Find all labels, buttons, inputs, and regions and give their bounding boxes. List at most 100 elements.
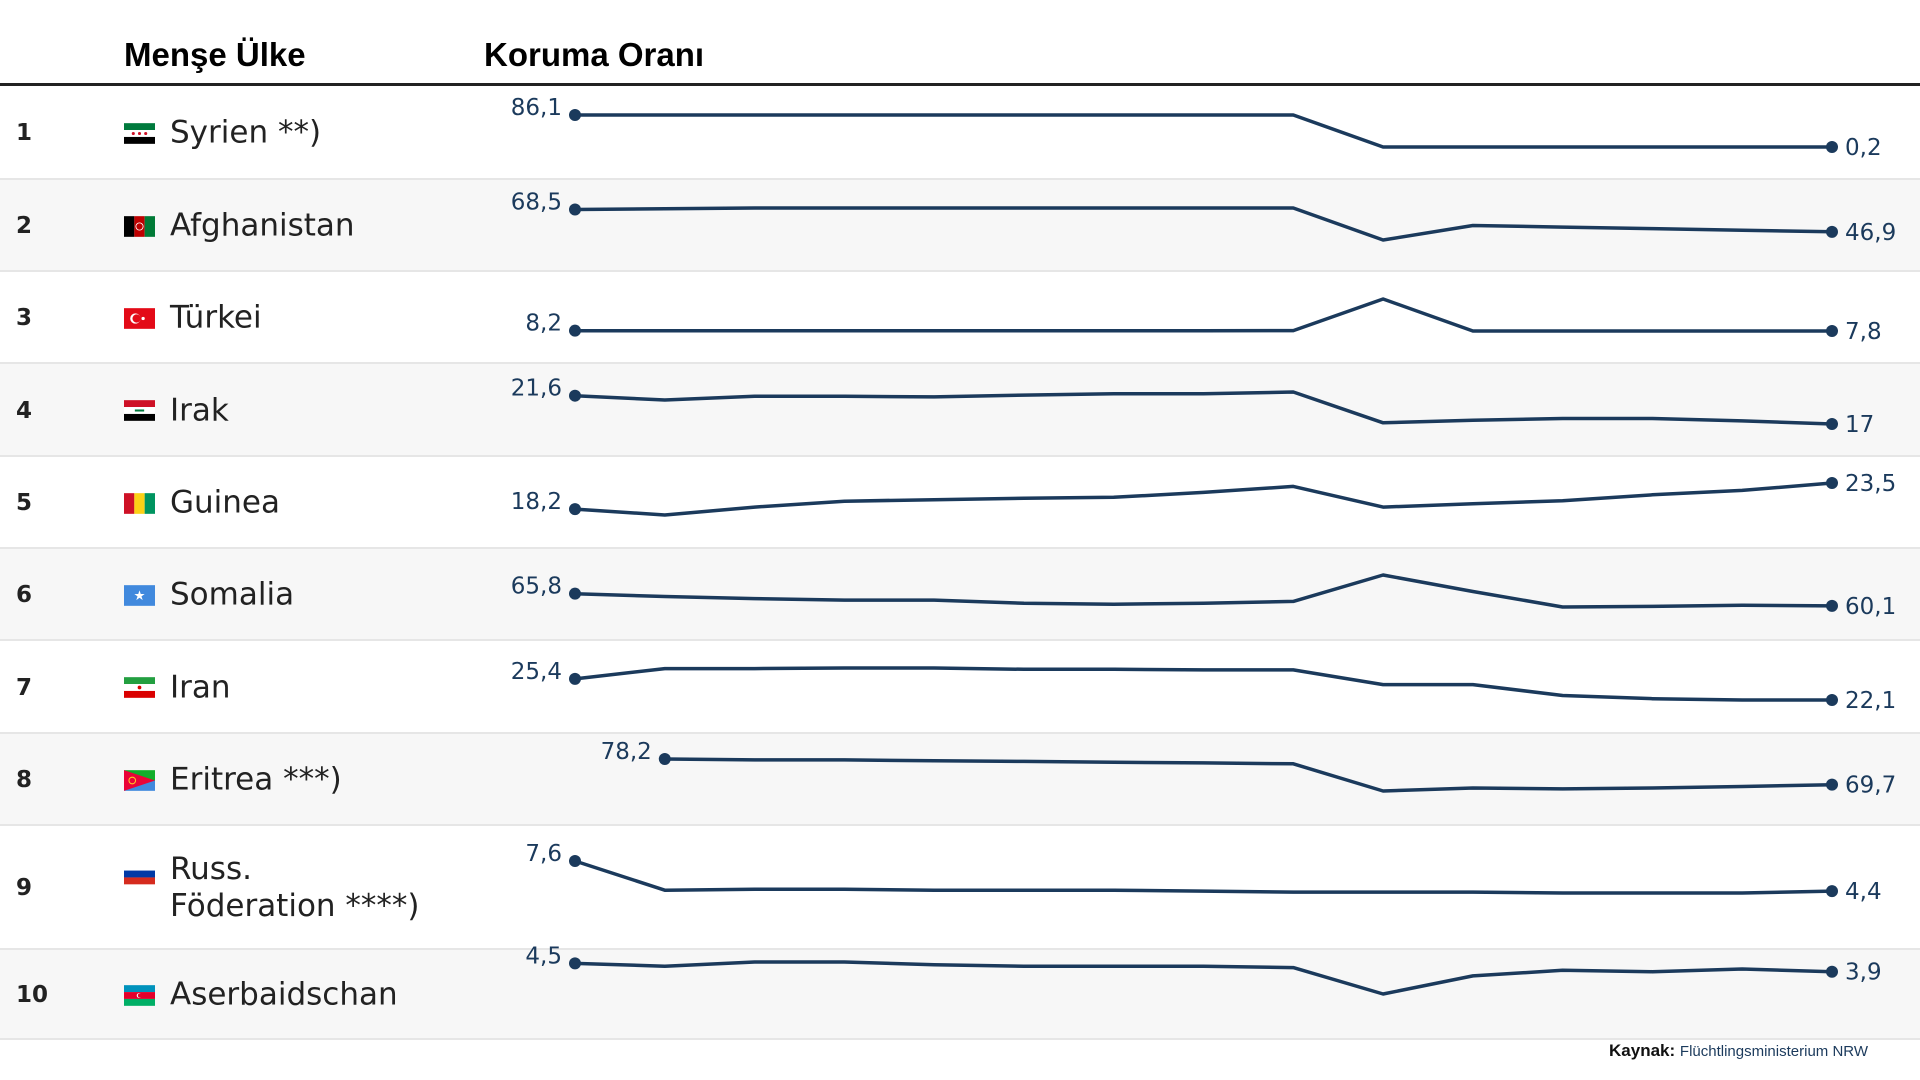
end-point: [1826, 418, 1838, 430]
iran-flag-icon: [124, 677, 155, 699]
rank-number: 1: [16, 120, 33, 146]
end-point: [1826, 477, 1838, 489]
country-cell: Guinea: [124, 485, 280, 522]
series-line: [574, 960, 1833, 996]
start-point: [569, 109, 581, 121]
start-value-label: 86,1: [511, 95, 562, 121]
afghanistan-flag-icon: [124, 215, 155, 237]
rank-number: 7: [16, 674, 33, 701]
country-name: Irak: [170, 392, 229, 428]
end-value-label: 23,5: [1845, 471, 1896, 497]
end-value-label: 22,1: [1845, 688, 1896, 714]
country-cell: Türkei: [124, 300, 262, 337]
end-value-label: 17: [1845, 412, 1874, 438]
rank-number: 5: [16, 490, 33, 516]
start-value-label: 25,4: [511, 659, 562, 685]
end-value-label: 7,8: [1845, 319, 1882, 345]
table-row: 8 Eritrea ***): [0, 734, 1920, 826]
start-value-label: 68,5: [511, 190, 562, 216]
series-line: [574, 481, 1833, 517]
table-row: 6 Somalia: [0, 549, 1920, 641]
end-point: [1826, 694, 1838, 706]
end-point: [1826, 778, 1838, 791]
start-value-label: 4,5: [525, 943, 562, 969]
country-name: Eritrea ***): [170, 761, 342, 798]
country-name: Iran: [170, 669, 231, 705]
end-point: [1826, 325, 1838, 337]
start-point: [569, 389, 581, 402]
rank-number: 10: [16, 982, 49, 1008]
country-cell: Iran: [124, 669, 231, 706]
eritrea-flag-icon: [124, 769, 155, 791]
rank-number: 3: [16, 305, 33, 331]
start-value-label: 18,2: [511, 489, 562, 515]
end-point: [1826, 599, 1838, 612]
series-line: [574, 206, 1833, 242]
source-name: Flüchtlingsministerium NRW: [1679, 1043, 1868, 1060]
series-line: [574, 859, 1833, 895]
country-name: Türkei: [170, 299, 262, 336]
somalia-flag-icon: [124, 584, 155, 606]
series-line: [574, 390, 1833, 426]
start-point: [569, 203, 581, 216]
syria-flag-icon: [124, 122, 155, 144]
end-point: [1826, 141, 1838, 153]
start-point: [569, 855, 581, 867]
country-name: Aserbaidschan: [170, 976, 398, 1013]
start-point: [569, 957, 581, 970]
series-line: [574, 573, 1833, 609]
table-row: 9 Russ. Föderation ****): [0, 826, 1920, 950]
table-row: 3 Türkei: [0, 272, 1920, 364]
start-point: [658, 753, 671, 765]
country-name: Somalia: [170, 576, 295, 613]
series-line: [664, 757, 1833, 793]
start-point: [569, 503, 581, 516]
guinea-flag-icon: [124, 492, 155, 514]
turkey-flag-icon: [124, 307, 155, 329]
start-point: [569, 672, 581, 685]
end-value-label: 0,2: [1845, 135, 1882, 161]
source-note: Kaynak: Flüchtlingsministerium NRW: [1609, 1041, 1868, 1061]
rank-number: 6: [16, 582, 33, 608]
series-line: [574, 666, 1832, 702]
country-cell: Eritrea ***): [124, 762, 342, 799]
country-cell: Somalia: [124, 577, 294, 614]
rank-number: 9: [16, 875, 33, 901]
country-name: Guinea: [170, 484, 280, 521]
end-point: [1826, 885, 1838, 898]
iraq-flag-icon: [124, 400, 155, 422]
rank-number: 2: [16, 213, 33, 239]
end-value-label: 69,7: [1845, 773, 1896, 799]
country-name: Russ. Föderation ****): [170, 851, 420, 924]
series-line: [575, 297, 1832, 333]
rank-number: 4: [16, 397, 33, 424]
country-cell: Afghanistan: [124, 208, 355, 245]
source-label: Kaynak:: [1609, 1041, 1676, 1060]
country-cell: Irak: [124, 392, 229, 429]
table-row: 7 Iran: [0, 641, 1920, 734]
rank-number: 8: [16, 767, 33, 793]
end-value-label: 46,9: [1845, 220, 1896, 246]
start-value-label: 21,6: [511, 376, 562, 402]
table-row: 1 Syrien **): [0, 86, 1920, 180]
country-name: Syrien **): [170, 114, 322, 151]
start-value-label: 8,2: [525, 311, 562, 337]
russia-flag-icon: [124, 863, 155, 885]
end-value-label: 3,9: [1845, 960, 1882, 986]
start-value-label: 65,8: [511, 574, 562, 600]
end-value-label: 60,1: [1845, 594, 1896, 620]
country-cell: Syrien **): [124, 115, 321, 152]
end-point: [1826, 965, 1838, 978]
start-point: [569, 587, 581, 600]
azerbaijan-flag-icon: [124, 984, 155, 1006]
table-row: 5 Guinea: [0, 457, 1920, 549]
end-point: [1826, 225, 1838, 238]
country-cell: Aserbaidschan: [124, 977, 398, 1014]
country-cell: Russ. Föderation ****): [124, 851, 420, 925]
table-row: 4 Irak: [0, 364, 1920, 457]
start-value-label: 78,2: [601, 739, 652, 765]
end-value-label: 4,4: [1845, 879, 1882, 905]
country-column-header: Menşe Ülke: [124, 36, 306, 73]
protection-rate-column-header: Koruma Oranı: [484, 36, 705, 73]
